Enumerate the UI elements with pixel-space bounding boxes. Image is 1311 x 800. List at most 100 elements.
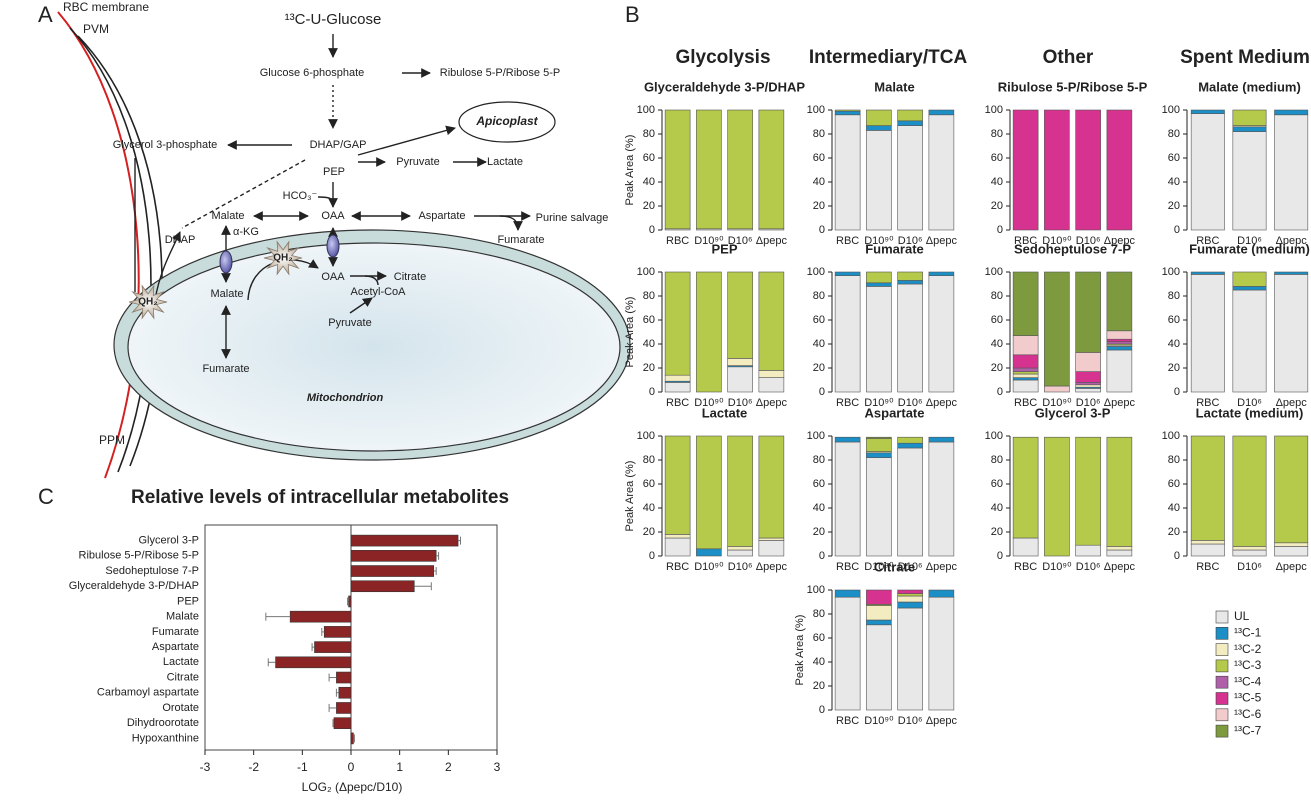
y-tick-label: 100 (637, 104, 655, 116)
bar-segment (727, 435, 753, 547)
y-tick-label: 0 (997, 224, 1003, 236)
bar-segment (727, 366, 753, 393)
diagram-label: Mitochondrion (307, 392, 384, 404)
bar-segment (1106, 330, 1133, 340)
bar-segment (866, 457, 892, 557)
bar-segment (897, 125, 923, 231)
legend-swatch (1215, 626, 1229, 640)
bar-segment (1274, 542, 1309, 547)
bar-segment (897, 447, 923, 557)
y-tick-label: 40 (813, 338, 825, 350)
y-tick-label: 40 (813, 656, 825, 668)
y-tick-label: Ribulose 5-P/Ribose 5-P (79, 550, 199, 562)
bar-segment (866, 438, 892, 452)
y-tick-label: 0 (649, 550, 655, 562)
bar-segment (866, 619, 892, 626)
y-axis-label: Peak Area (%) (624, 135, 636, 206)
y-tick-label: 80 (1168, 290, 1180, 302)
mito-inner (127, 242, 621, 452)
y-tick-label: Malate (166, 611, 199, 623)
y-tick-label: 80 (643, 454, 655, 466)
y-tick-label: 80 (991, 454, 1003, 466)
x-tick-label: D10⁶ (728, 235, 753, 247)
bar-segment (834, 114, 861, 231)
diagram-label: Fumarate (202, 363, 249, 375)
y-tick-label: 80 (813, 454, 825, 466)
x-tick-label: RBC (666, 235, 689, 247)
bar-segment (1274, 546, 1309, 557)
bar-segment (1012, 371, 1039, 375)
bar-segment (866, 286, 892, 393)
y-tick-label: 40 (991, 338, 1003, 350)
arrow (154, 231, 181, 301)
y-tick-label: 100 (1162, 430, 1180, 442)
bar-segment (1274, 274, 1309, 393)
y-tick-label: 100 (637, 266, 655, 278)
bar-segment (897, 271, 923, 281)
bar-segment (758, 537, 785, 541)
x-tick-label: Δpepc (926, 397, 958, 409)
y-tick-label: 80 (991, 290, 1003, 302)
x-tick-label: D10⁶ (1076, 397, 1101, 409)
panel-label: A (38, 2, 53, 27)
bar-segment (1012, 377, 1039, 381)
x-tick-label: RBC (1196, 235, 1219, 247)
bar-segment (664, 435, 691, 535)
diagram-label: QH₂ (138, 297, 157, 308)
diagram-label: Glucose 6-phosphate (260, 67, 365, 79)
bar-segment (1106, 346, 1133, 351)
bar-segment (1106, 436, 1133, 547)
x-tick-label: D10⁹⁰ (694, 235, 724, 247)
bar-segment (1012, 109, 1039, 231)
x-tick-label: RBC (836, 235, 859, 247)
bar-segment (1232, 549, 1267, 557)
y-tick-label: 100 (985, 266, 1003, 278)
bar-segment (1274, 114, 1309, 231)
bar-segment (758, 271, 785, 371)
chart-title: Fumarate (medium) (1189, 241, 1310, 256)
y-tick-label: 40 (813, 176, 825, 188)
x-tick-label: Δpepc (1276, 235, 1308, 247)
bar (275, 656, 352, 669)
bar-segment (1232, 289, 1267, 393)
bar-segment (1232, 131, 1267, 231)
diagram-label: DHAP (165, 234, 196, 246)
x-tick-label: D10⁹⁰ (864, 715, 894, 727)
y-tick-label: 60 (813, 632, 825, 644)
bar (350, 550, 437, 562)
y-tick-label: 100 (1162, 266, 1180, 278)
bar (350, 534, 459, 547)
bar-segment (897, 595, 923, 603)
x-tick-label: D10⁹⁰ (694, 561, 724, 573)
bar-segment (1106, 341, 1133, 345)
bar-segment (1190, 113, 1225, 231)
transporter (326, 234, 340, 258)
bar (289, 610, 352, 623)
x-tick-label: RBC (1014, 397, 1037, 409)
bar (338, 686, 352, 699)
bar-segment (664, 382, 691, 393)
bar (333, 717, 352, 729)
bar-segment (1075, 544, 1101, 557)
bar-segment (1106, 549, 1133, 557)
bar-segment (834, 275, 861, 393)
bar-segment (834, 589, 861, 598)
bar (350, 732, 354, 745)
x-tick-label: D10⁶ (1076, 235, 1101, 247)
y-tick-label: 60 (813, 478, 825, 490)
bar-segment (866, 271, 892, 284)
x-tick-label: D10⁶ (728, 397, 753, 409)
y-tick-label: 100 (1162, 104, 1180, 116)
y-tick-label: 40 (813, 502, 825, 514)
y-tick-label: 60 (643, 478, 655, 490)
bar-segment (1190, 109, 1225, 114)
diagram-label: Malate (210, 288, 243, 300)
bar-segment (1106, 271, 1133, 332)
y-tick-label: 80 (813, 608, 825, 620)
y-tick-label: 60 (991, 478, 1003, 490)
y-tick-label: 60 (643, 152, 655, 164)
x-tick-label: Δpepc (926, 235, 958, 247)
x-tick-label: RBC (1014, 561, 1037, 573)
line (364, 275, 379, 286)
bar-segment (1190, 274, 1225, 393)
